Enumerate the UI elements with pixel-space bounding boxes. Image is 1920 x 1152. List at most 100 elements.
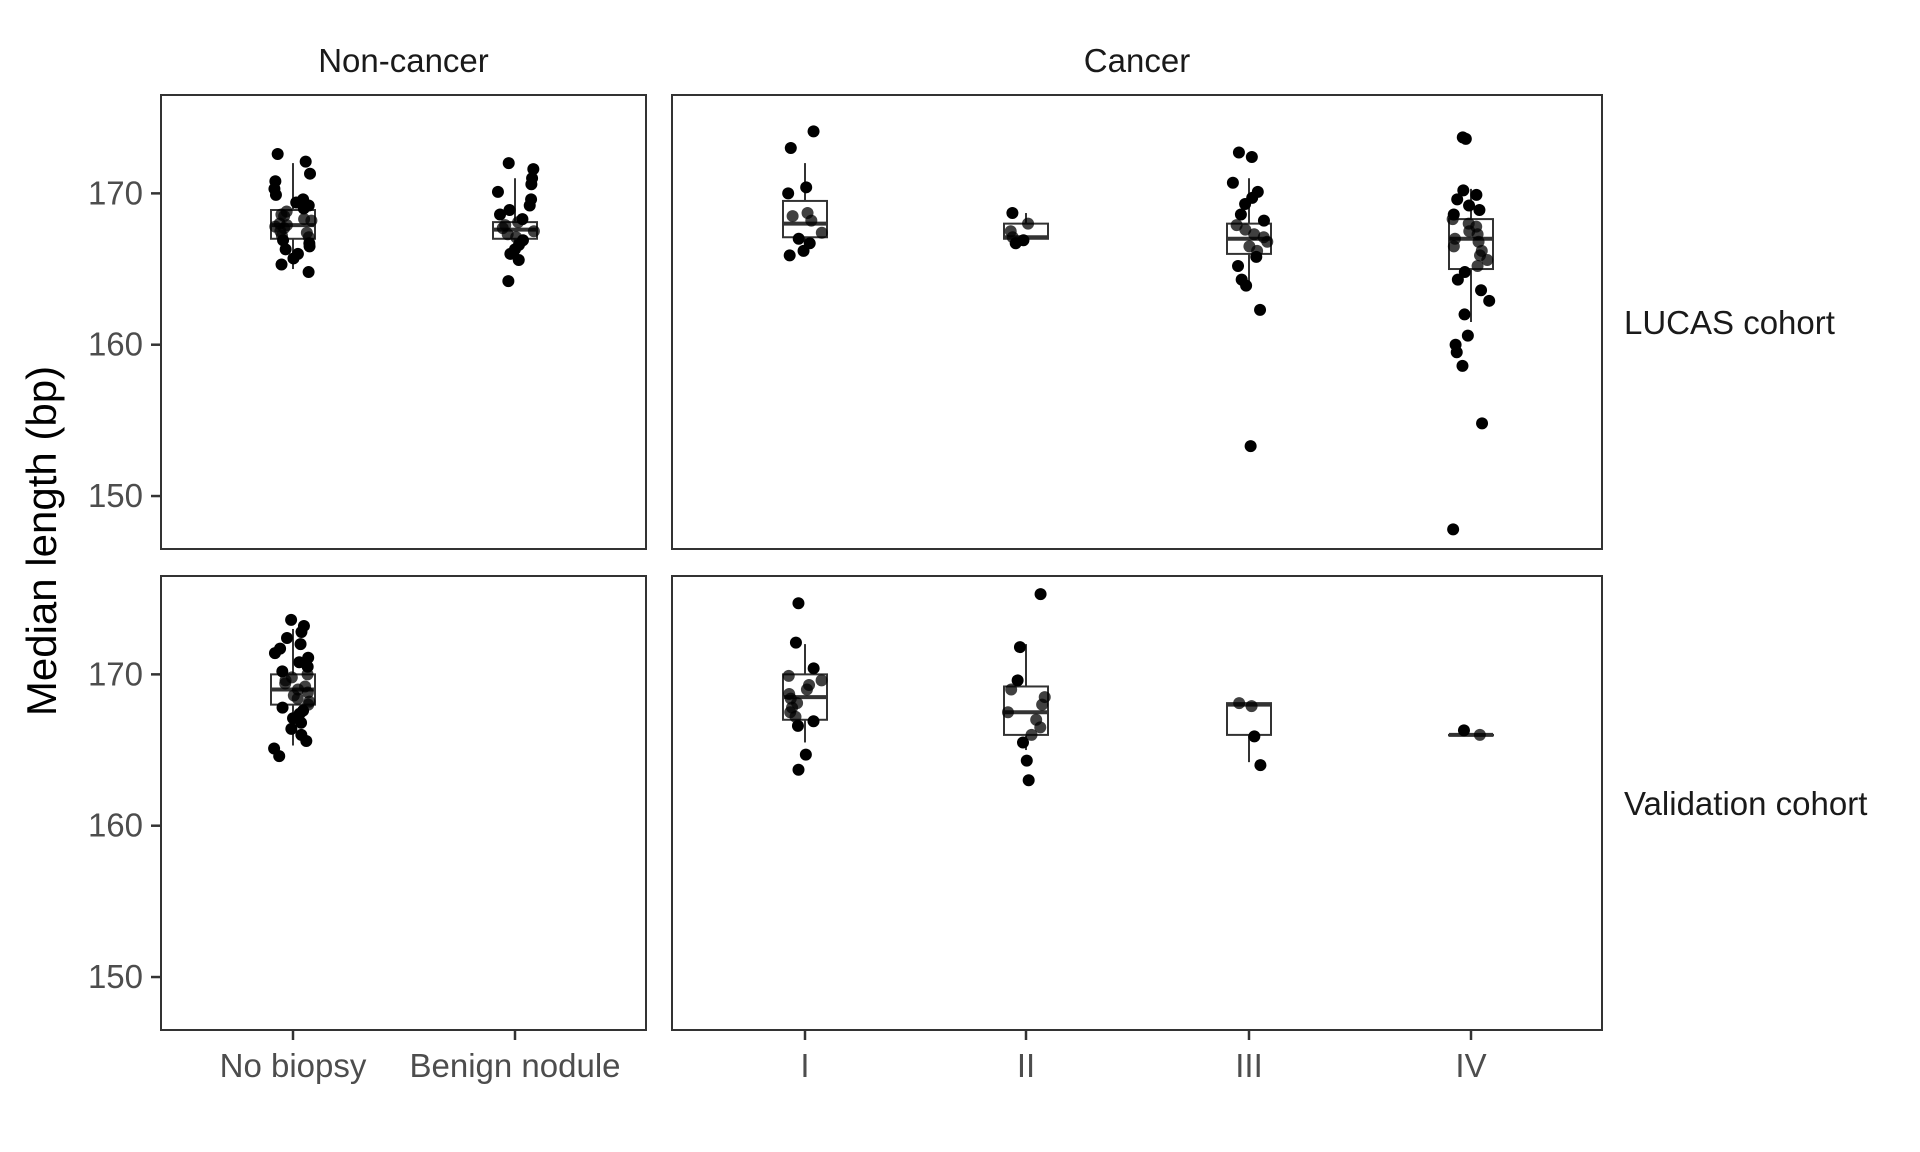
y-tick-label-r1-170: 170	[88, 655, 143, 692]
point-4-2	[1226, 176, 1239, 189]
point-6-4	[294, 638, 307, 651]
point-0-14	[305, 214, 318, 227]
group-0-no-biopsy	[268, 148, 318, 279]
point-5-18	[1481, 253, 1494, 266]
point-9-3	[1254, 759, 1267, 772]
point-5-2	[1457, 184, 1470, 197]
point-2-5	[786, 210, 799, 223]
point-7-6	[800, 683, 813, 696]
point-7-0	[792, 597, 805, 610]
point-6-11	[301, 668, 314, 681]
point-5-1	[1459, 132, 1472, 145]
point-1-0	[502, 157, 515, 170]
point-1-3	[525, 178, 538, 191]
point-0-25	[303, 240, 316, 253]
point-2-6	[805, 214, 818, 227]
point-6-2	[295, 625, 308, 638]
point-6-26	[295, 716, 308, 729]
point-8-3	[1005, 683, 1018, 696]
point-5-22	[1475, 284, 1488, 297]
column-strip-label-1: Cancer	[1084, 42, 1190, 79]
group-3-ii	[1003, 207, 1049, 250]
point-6-7	[302, 651, 315, 664]
point-7-15	[799, 748, 812, 761]
point-2-0	[807, 125, 820, 138]
point-5-20	[1458, 266, 1471, 279]
point-0-23	[277, 234, 290, 247]
point-1-10	[512, 216, 525, 229]
point-2-1	[784, 141, 797, 154]
point-1-19	[504, 247, 517, 260]
x-tick-label-0-1: Benign nodule	[409, 1047, 620, 1084]
point-6-27	[285, 722, 298, 735]
point-1-7	[503, 204, 516, 217]
panel-border-r1-c1	[671, 575, 1603, 1031]
x-tick-label-1-2: III	[1235, 1047, 1263, 1084]
point-1-13	[527, 225, 540, 238]
row-strip-label-0: LUCAS cohort	[1624, 304, 1835, 341]
point-0-30	[302, 266, 315, 279]
point-6-29	[300, 734, 313, 747]
point-9-2	[1248, 730, 1261, 743]
point-2-8	[792, 232, 805, 245]
point-4-7	[1257, 214, 1270, 227]
point-0-2	[304, 167, 317, 180]
point-1-1	[527, 163, 540, 176]
point-8-11	[1020, 754, 1033, 767]
point-4-1	[1245, 151, 1258, 164]
point-4-18	[1240, 279, 1253, 292]
group-9-iii	[1226, 697, 1272, 772]
panel-border-r0-c1	[671, 94, 1603, 550]
point-2-3	[782, 187, 795, 200]
point-6-3	[281, 632, 294, 645]
point-10-0	[1457, 724, 1470, 737]
point-5-23	[1483, 294, 1496, 307]
point-2-11	[783, 249, 796, 262]
point-5-6	[1473, 204, 1486, 217]
point-8-10	[1016, 736, 1029, 749]
point-5-27	[1450, 346, 1463, 359]
point-7-12	[789, 710, 802, 723]
point-6-19	[291, 692, 304, 705]
panel-border-r1-c0	[160, 575, 647, 1031]
y-tick-label-r1-160: 160	[88, 807, 143, 844]
point-5-21	[1451, 273, 1464, 286]
y-tick-label-r0-150: 150	[88, 477, 143, 514]
point-4-12	[1261, 235, 1274, 248]
point-4-20	[1244, 440, 1257, 453]
point-4-6	[1234, 208, 1247, 221]
point-0-26	[279, 243, 292, 256]
group-6-no-biopsy	[268, 613, 316, 763]
point-5-8	[1446, 213, 1459, 226]
point-8-2	[1011, 674, 1024, 687]
point-4-15	[1250, 250, 1263, 263]
point-4-16	[1232, 260, 1245, 273]
point-2-2	[800, 181, 813, 194]
point-4-0	[1232, 146, 1245, 159]
point-7-3	[782, 669, 795, 682]
point-5-5	[1463, 199, 1476, 212]
point-1-8	[494, 208, 507, 221]
axis-layer: 150 160 170 150 160 170 No biopsy Benign nodule…	[88, 174, 1487, 1084]
point-7-14	[791, 719, 804, 732]
point-6-6	[268, 647, 281, 660]
point-5-24	[1458, 308, 1471, 321]
panel-border-r0-c0	[160, 94, 647, 550]
strip-labels-layer: Non-cancer Cancer LUCAS cohort Validation c…	[318, 42, 1867, 822]
point-8-8	[1034, 721, 1047, 734]
point-5-3	[1470, 188, 1483, 201]
point-8-5	[1036, 698, 1049, 711]
point-9-0	[1233, 697, 1246, 710]
point-6-10	[276, 665, 289, 678]
point-7-2	[807, 662, 820, 675]
group-7-i	[782, 597, 828, 776]
point-6-22	[276, 701, 289, 714]
point-8-12	[1022, 774, 1035, 787]
point-5-29	[1476, 417, 1489, 430]
point-0-0	[271, 148, 284, 161]
point-4-10	[1248, 228, 1261, 241]
x-tick-label-1-0: I	[800, 1047, 809, 1084]
point-10-1	[1473, 728, 1486, 741]
panels-layer	[160, 94, 1603, 1031]
